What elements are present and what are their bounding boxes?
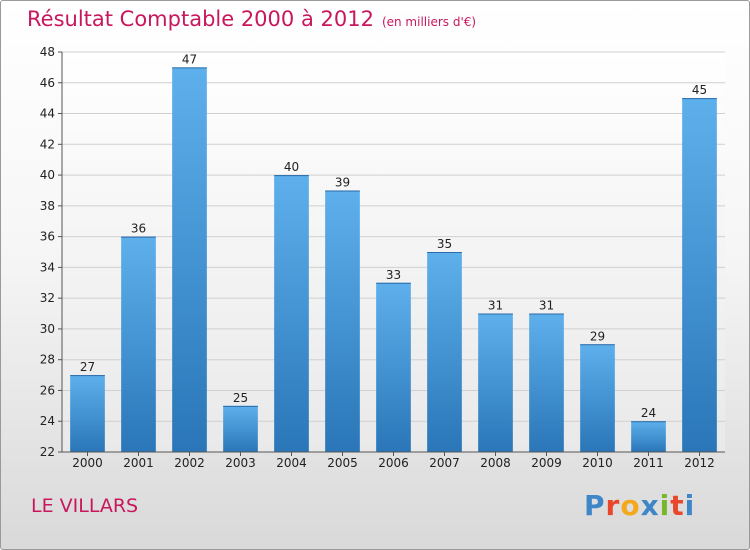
x-tick-label-2003: 2003 <box>225 456 256 470</box>
data-label-2012: 45 <box>692 83 707 97</box>
y-tick-label: 46 <box>40 76 55 90</box>
proxiti-logo[interactable]: Proxiti <box>584 489 695 522</box>
x-tick-label-2000: 2000 <box>72 456 103 470</box>
bar-2010 <box>580 344 615 452</box>
logo-letter: i <box>659 489 671 522</box>
bar-2004 <box>274 175 309 453</box>
y-axis: 22 24 26 28 30 32 34 36 38 40 42 44 46 48 <box>40 45 63 459</box>
commune-name: LE VILLARS <box>31 495 139 517</box>
x-tick-label-2009: 2009 <box>531 456 562 470</box>
bar-2009 <box>529 313 564 452</box>
data-label-2005: 39 <box>335 175 350 189</box>
x-tick-label-2010: 2010 <box>582 456 613 470</box>
bar-2005 <box>325 190 360 452</box>
logo-letter: r <box>605 489 621 522</box>
chart-subtitle: (en milliers d'€) <box>381 15 477 29</box>
y-tick-label: 40 <box>40 168 55 182</box>
y-tick-label: 28 <box>40 353 55 367</box>
data-label-2001: 36 <box>131 222 146 236</box>
y-tick-label: 38 <box>40 199 55 213</box>
y-tick-label: 32 <box>40 291 55 305</box>
chart-title-text: Résultat Comptable 2000 à 2012 <box>27 7 374 31</box>
y-tick-label: 24 <box>40 414 55 428</box>
bar-2008 <box>478 313 513 452</box>
data-label-2008: 31 <box>488 299 503 313</box>
y-tick-label: 48 <box>40 45 55 59</box>
bar-2012 <box>682 98 717 453</box>
y-tick-label: 34 <box>40 260 55 274</box>
x-tick-label-2011: 2011 <box>633 456 664 470</box>
x-axis: 2000 2001 2002 2003 2004 2005 2006 2007 2008 2009… <box>62 451 725 470</box>
x-tick-label-2012: 2012 <box>684 456 715 470</box>
bar-2011 <box>631 421 666 452</box>
data-label-2000: 27 <box>80 360 95 374</box>
data-label-2004: 40 <box>284 160 299 174</box>
logo-letter: t <box>670 489 685 522</box>
bar-2000 <box>70 375 105 452</box>
x-tick-label-2008: 2008 <box>480 456 511 470</box>
logo-letter: o <box>620 489 641 522</box>
y-tick-label: 22 <box>40 445 55 459</box>
data-label-2006: 33 <box>386 268 401 282</box>
x-tick-label-2001: 2001 <box>123 456 154 470</box>
y-tick-label: 44 <box>40 107 55 121</box>
data-label-2007: 35 <box>437 237 452 251</box>
y-tick-label: 36 <box>40 230 55 244</box>
logo-letter: x <box>640 489 660 522</box>
x-tick-label-2006: 2006 <box>378 456 409 470</box>
data-label-2011: 24 <box>641 406 656 420</box>
bars: 27 36 47 25 40 39 33 35 31 31 29 24 45 <box>70 52 717 453</box>
data-label-2002: 47 <box>182 52 197 66</box>
logo-letter: P <box>584 489 606 522</box>
bar-2001 <box>121 236 156 452</box>
bar-2002 <box>172 67 207 452</box>
x-tick-label-2007: 2007 <box>429 456 460 470</box>
data-label-2009: 31 <box>539 299 554 313</box>
data-label-2003: 25 <box>233 391 248 405</box>
logo-letter: i <box>684 489 696 522</box>
x-tick-label-2005: 2005 <box>327 456 358 470</box>
bar-2007 <box>427 252 462 452</box>
y-tick-label: 42 <box>40 137 55 151</box>
x-tick-label-2002: 2002 <box>174 456 205 470</box>
bar-2006 <box>376 282 411 452</box>
x-tick-label-2004: 2004 <box>276 456 307 470</box>
data-label-2010: 29 <box>590 329 605 343</box>
y-tick-label: 30 <box>40 322 55 336</box>
bar-2003 <box>223 405 258 452</box>
y-tick-label: 26 <box>40 383 55 397</box>
chart-title: Résultat Comptable 2000 à 2012 (en millie… <box>27 7 476 31</box>
